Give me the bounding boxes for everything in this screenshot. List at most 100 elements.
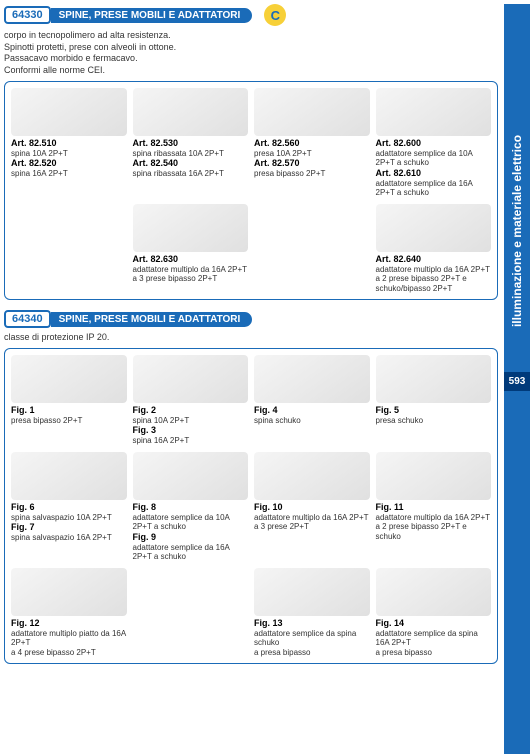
product-code: Fig. 7: [11, 522, 127, 533]
product-cell: Art. 82.600adattatore semplice da 10A 2P…: [376, 88, 492, 198]
page-number: 593: [504, 372, 530, 391]
catalog-content: 64330 SPINE, PRESE MOBILI E ADATTATORI C…: [0, 4, 500, 664]
product-code: Fig. 6: [11, 502, 127, 513]
section1-title: SPINE, PRESE MOBILI E ADATTATORI: [51, 8, 253, 23]
product-image: [254, 355, 370, 403]
product-desc: a presa bipasso: [254, 648, 370, 658]
product-image: [133, 88, 249, 136]
product-code: Fig. 13: [254, 618, 370, 629]
product-image: [11, 452, 127, 500]
product-image: [11, 568, 127, 616]
product-code: Fig. 2: [133, 405, 249, 416]
product-code: Fig. 9: [133, 532, 249, 543]
section2-code: 64340: [4, 310, 51, 328]
product-image: [376, 88, 492, 136]
product-cell: Fig. 1presa bipasso 2P+T: [11, 355, 127, 446]
product-image: [11, 355, 127, 403]
product-code: Fig. 10: [254, 502, 370, 513]
product-image: [254, 568, 370, 616]
product-code: Fig. 1: [11, 405, 127, 416]
product-code: Art. 82.640: [376, 254, 492, 265]
product-code: Fig. 3: [133, 425, 249, 436]
product-image: [133, 452, 249, 500]
product-code: Fig. 14: [376, 618, 492, 629]
product-cell: Fig. 12adattatore multiplo piatto da 16A…: [11, 568, 127, 658]
product-image: [133, 355, 249, 403]
product-cell: Fig. 10adattatore multiplo da 16A 2P+Ta …: [254, 452, 370, 562]
product-cell: [11, 204, 127, 294]
product-cell: Art. 82.510spina 10A 2P+TArt. 82.520spin…: [11, 88, 127, 198]
product-image: [376, 452, 492, 500]
product-desc: spina ribassata 10A 2P+T: [133, 149, 249, 159]
product-image: [254, 452, 370, 500]
product-desc: a 3 prese bipasso 2P+T: [133, 274, 249, 284]
product-desc: adattatore multiplo da 16A 2P+T: [376, 265, 492, 275]
product-desc: a 3 prese 2P+T: [254, 522, 370, 532]
section1-header: 64330 SPINE, PRESE MOBILI E ADATTATORI C: [4, 4, 496, 26]
product-desc: a 2 prese bipasso 2P+T e schuko: [376, 522, 492, 541]
product-code: Art. 82.540: [133, 158, 249, 169]
section1-intro: corpo in tecnopolimero ad alta resistenz…: [4, 30, 496, 77]
product-desc: adattatore multiplo piatto da 16A 2P+T: [11, 629, 127, 648]
product-desc: spina salvaspazio 16A 2P+T: [11, 533, 127, 543]
product-desc: adattatore semplice da 10A 2P+T a schuko: [376, 149, 492, 168]
product-cell: Fig. 2spina 10A 2P+TFig. 3spina 16A 2P+T: [133, 355, 249, 446]
product-cell: Art. 82.530spina ribassata 10A 2P+TArt. …: [133, 88, 249, 198]
product-desc: spina 10A 2P+T: [133, 416, 249, 426]
product-desc: spina 16A 2P+T: [133, 436, 249, 446]
product-desc: adattatore semplice da 16A 2P+T a schuko: [133, 543, 249, 562]
product-cell: Art. 82.630adattatore multiplo da 16A 2P…: [133, 204, 249, 294]
intro-line: Passacavo morbido e fermacavo.: [4, 53, 496, 65]
product-desc: a presa bipasso: [376, 648, 492, 658]
product-code: Fig. 4: [254, 405, 370, 416]
product-desc: spina schuko: [254, 416, 370, 426]
section1-box: Art. 82.510spina 10A 2P+TArt. 82.520spin…: [4, 81, 498, 301]
intro-line: Conformi alle norme CEI.: [4, 65, 496, 77]
brand-logo-icon: C: [264, 4, 286, 26]
product-code: Art. 82.560: [254, 138, 370, 149]
product-code: Fig. 12: [11, 618, 127, 629]
product-desc: spina ribassata 16A 2P+T: [133, 169, 249, 179]
product-cell: Fig. 8adattatore semplice da 10A 2P+T a …: [133, 452, 249, 562]
product-cell: Fig. 11adattatore multiplo da 16A 2P+Ta …: [376, 452, 492, 562]
product-desc: spina 16A 2P+T: [11, 169, 127, 179]
product-code: Art. 82.600: [376, 138, 492, 149]
product-code: Art. 82.570: [254, 158, 370, 169]
product-desc: adattatore semplice da spina schuko: [254, 629, 370, 648]
product-cell: Art. 82.640adattatore multiplo da 16A 2P…: [376, 204, 492, 294]
product-cell: Fig. 6spina salvaspazio 10A 2P+TFig. 7sp…: [11, 452, 127, 562]
section2-header: 64340 SPINE, PRESE MOBILI E ADATTATORI: [4, 310, 496, 328]
product-cell: Fig. 5presa schuko: [376, 355, 492, 446]
product-desc: adattatore semplice da 10A 2P+T a schuko: [133, 513, 249, 532]
product-desc: adattatore multiplo da 16A 2P+T: [376, 513, 492, 523]
product-image: [254, 88, 370, 136]
product-cell: Art. 82.560presa 10A 2P+TArt. 82.570pres…: [254, 88, 370, 198]
product-desc: presa bipasso 2P+T: [254, 169, 370, 179]
product-desc: a 2 prese bipasso 2P+T e schuko/bipasso …: [376, 274, 492, 293]
product-cell: Fig. 13adattatore semplice da spina schu…: [254, 568, 370, 658]
product-code: Art. 82.610: [376, 168, 492, 179]
product-code: Fig. 5: [376, 405, 492, 416]
product-cell: [133, 568, 249, 658]
product-image: [376, 355, 492, 403]
product-desc: adattatore semplice da spina 16A 2P+T: [376, 629, 492, 648]
section1-code: 64330: [4, 6, 51, 24]
product-cell: [254, 204, 370, 294]
product-desc: adattatore multiplo da 16A 2P+T: [133, 265, 249, 275]
product-desc: presa schuko: [376, 416, 492, 426]
product-image: [376, 204, 492, 252]
side-tab-text: illuminazione e materiale elettrico: [510, 135, 524, 327]
product-image: [11, 88, 127, 136]
product-desc: presa 10A 2P+T: [254, 149, 370, 159]
product-desc: a 4 prese bipasso 2P+T: [11, 648, 127, 658]
product-code: Fig. 8: [133, 502, 249, 513]
intro-line: Spinotti protetti, prese con alveoli in …: [4, 42, 496, 54]
intro-line: corpo in tecnopolimero ad alta resistenz…: [4, 30, 496, 42]
section2-title: SPINE, PRESE MOBILI E ADATTATORI: [51, 312, 253, 327]
product-code: Art. 82.630: [133, 254, 249, 265]
product-code: Art. 82.530: [133, 138, 249, 149]
product-image: [376, 568, 492, 616]
product-desc: spina salvaspazio 10A 2P+T: [11, 513, 127, 523]
product-desc: adattatore multiplo da 16A 2P+T: [254, 513, 370, 523]
product-desc: presa bipasso 2P+T: [11, 416, 127, 426]
